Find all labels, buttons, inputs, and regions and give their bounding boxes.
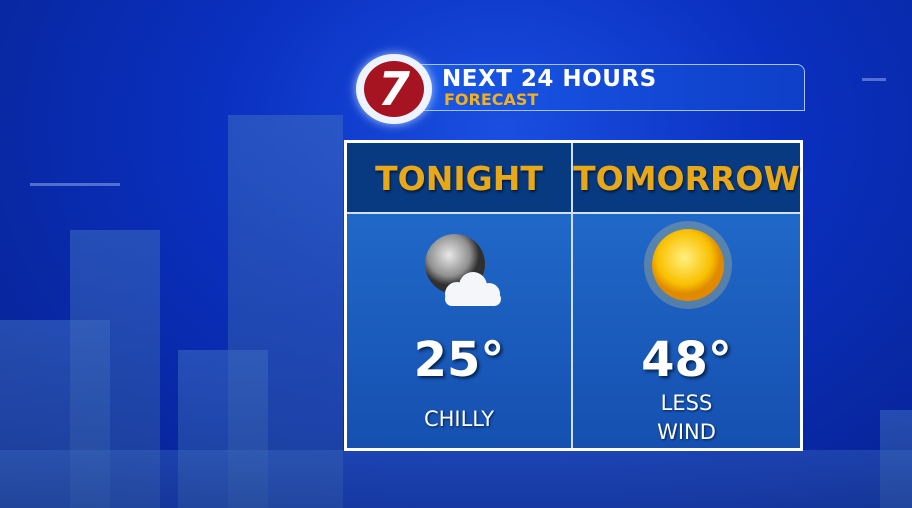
sun-icon <box>644 221 732 309</box>
banner-title: NEXT 24 HOURS <box>442 66 657 92</box>
tonight-panel: 25° CHILLY <box>347 214 571 448</box>
banner-subtitle: FORECAST <box>444 90 539 109</box>
moon-cloud-icon <box>425 234 501 306</box>
tomorrow-temperature: 48° <box>641 332 732 388</box>
column-header-tomorrow: TOMORROW <box>573 159 800 198</box>
tonight-temperature: 25° <box>413 332 505 388</box>
column-header-tonight: TONIGHT <box>375 159 543 198</box>
forecast-table: TONIGHT TOMORROW 25° CHILLY 48° LESS WIN… <box>344 140 803 451</box>
tomorrow-panel: 48° LESS WIND <box>573 214 800 448</box>
tonight-description: CHILLY <box>423 407 495 431</box>
tomorrow-description-line1: LESS <box>660 391 713 415</box>
station-logo: 7 <box>356 54 432 124</box>
tomorrow-description-line2: WIND <box>657 420 716 444</box>
column-divider <box>571 143 573 448</box>
